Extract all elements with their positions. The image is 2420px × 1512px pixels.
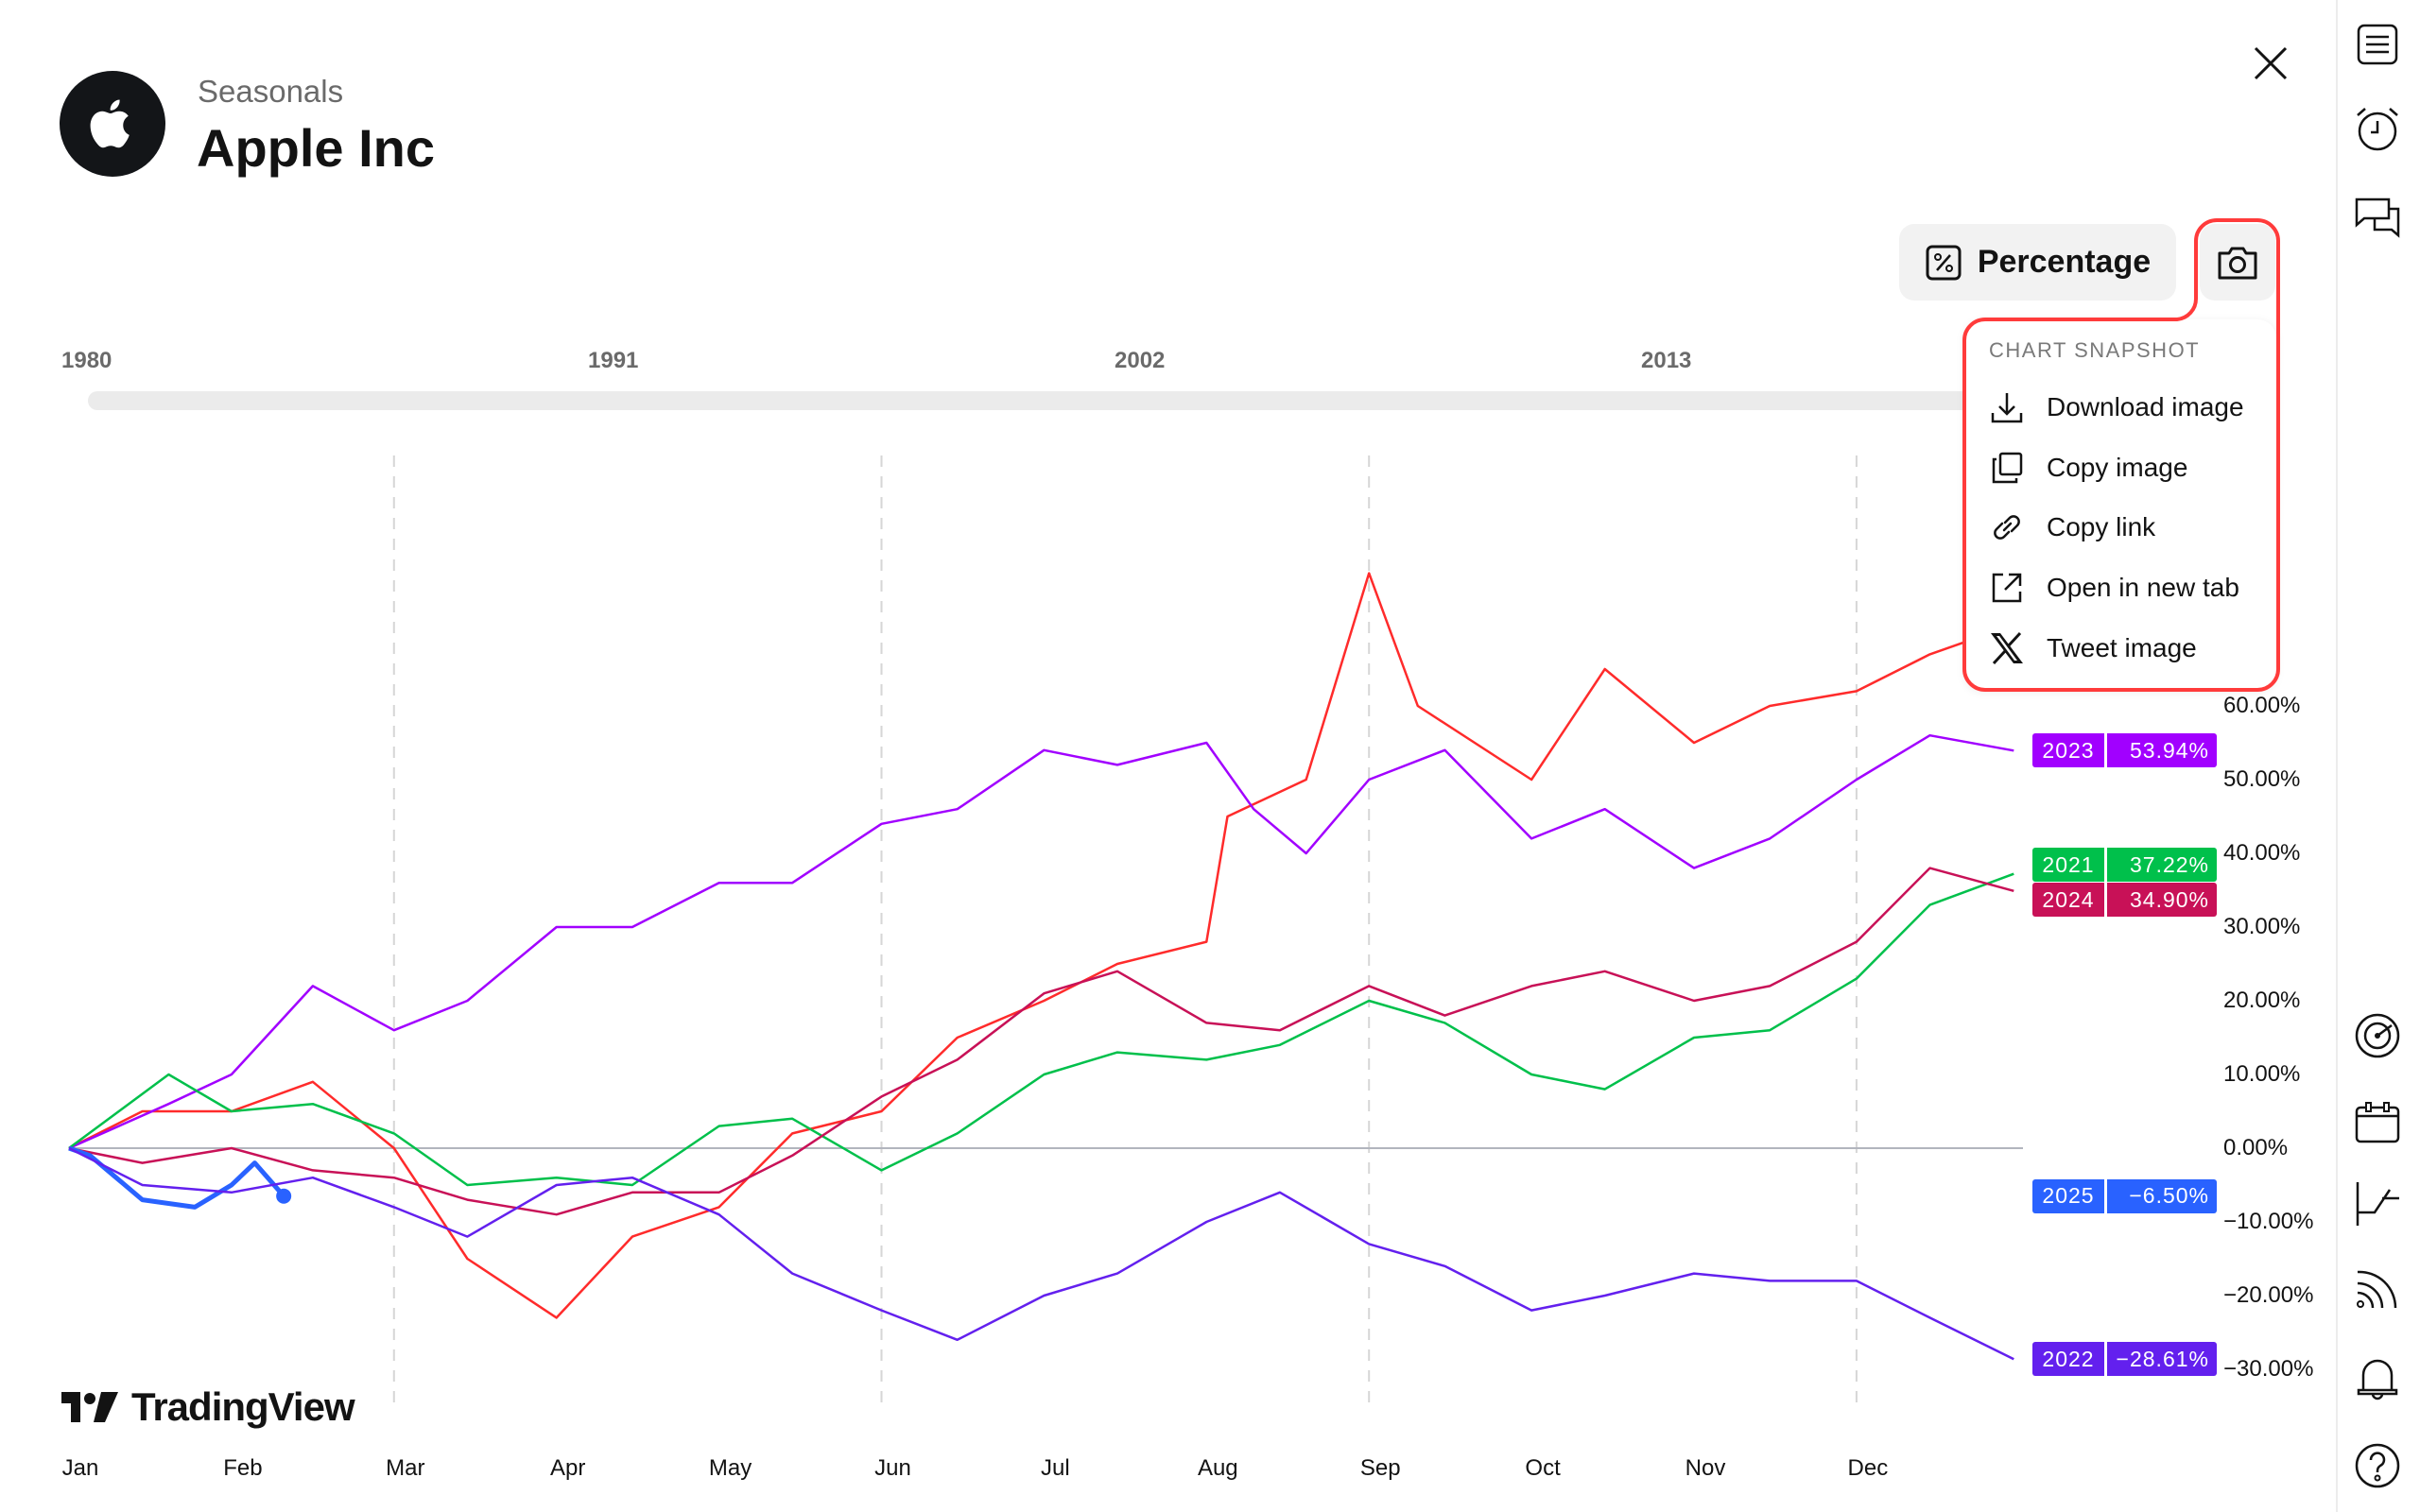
x-tick-label: Nov [1685,1455,1726,1481]
chart-snapshot-menu: CHART SNAPSHOT Download image Copy image… [1964,319,2276,690]
apple-logo [60,71,165,177]
calendar-button[interactable] [2354,1100,2401,1147]
menu-item-label: Tweet image [2047,633,2197,662]
menu-item-label: Copy link [2047,512,2156,541]
y-tick-label: −30.00% [2223,1356,2314,1382]
x-logo-icon [1988,629,2026,667]
x-tick-label: Oct [1525,1455,1561,1481]
timeline-year: 1980 [61,348,112,373]
external-link-icon [1988,569,2026,607]
menu-item-copy-link[interactable]: Copy link [1964,499,2276,556]
series-badge-2021: 2021 37.22% [2032,848,2217,883]
tradingview-logo-icon [61,1392,118,1422]
menu-heading: CHART SNAPSHOT [1989,338,2201,362]
alarm-clock-icon [2357,108,2398,151]
x-tick-label: Jun [874,1455,911,1481]
y-tick-label: 10.00% [2223,1061,2301,1087]
seasonals-chart [68,455,2023,1412]
menu-item-copy-image[interactable]: Copy image [1964,439,2276,496]
chat-button[interactable] [2354,196,2401,243]
series-badge-2025: 2025 −6.50% [2032,1178,2217,1213]
badge-value: 34.90% [2107,883,2217,918]
y-tick-label: 30.00% [2223,914,2301,939]
x-tick-label: Dec [1847,1455,1889,1481]
menu-item-label: Download image [2047,392,2244,421]
badge-value: −28.61% [2107,1342,2217,1377]
copy-icon [1988,449,2026,487]
tradingview-wordmark: TradingView [131,1384,355,1429]
series-line-2025 [68,1145,286,1210]
x-tick-label: Jan [61,1455,99,1481]
badge-year: 2022 [2032,1342,2104,1377]
y-tick-label: 40.00% [2223,840,2301,866]
notifications-button[interactable] [2354,1354,2401,1401]
chart-pattern-button[interactable] [2354,1180,2401,1228]
broadcast-button[interactable] [2354,1266,2401,1314]
y-tick-label: 50.00% [2223,766,2301,792]
series-badge-2023: 2023 53.94% [2032,733,2217,768]
badge-year: 2021 [2032,848,2104,883]
alerts-clock-button[interactable] [2354,106,2401,153]
series-line-unlabeled [68,572,2014,1319]
radar-icon [2355,1013,2400,1058]
series-line-2023 [68,733,2014,1150]
y-tick-label: 20.00% [2223,988,2301,1013]
timeline-year: 2002 [1115,348,1166,373]
calendar-icon [2355,1102,2400,1143]
sidebar-divider [2336,0,2338,1512]
series-line-2024 [68,867,2014,1216]
series-line-2021 [68,872,2014,1187]
current-point [276,1188,292,1204]
menu-item-label: Open in new tab [2047,573,2239,602]
menu-item-label: Copy image [2047,453,2188,482]
y-tick-label: −10.00% [2223,1209,2314,1234]
chat-icon [2355,198,2400,238]
badge-value: 37.22% [2107,848,2217,883]
x-tick-label: Mar [386,1455,425,1481]
badge-year: 2025 [2032,1178,2104,1213]
help-button[interactable] [2354,1442,2401,1489]
series-badge-2022: 2022 −28.61% [2032,1342,2217,1377]
timeline-scrollbar[interactable] [88,391,1979,410]
page-subtitle: Seasonals [198,74,344,109]
y-tick-label: −20.00% [2223,1282,2314,1308]
badge-value: 53.94% [2107,733,2217,768]
menu-item-open-in-new-tab[interactable]: Open in new tab [1964,559,2276,616]
series-badge-2024: 2024 34.90% [2032,883,2217,918]
page-title: Apple Inc [197,118,436,178]
broadcast-icon [2357,1270,2397,1309]
y-tick-label: 0.00% [2223,1135,2289,1160]
menu-item-download-image[interactable]: Download image [1964,379,2276,436]
radar-button[interactable] [2354,1012,2401,1059]
download-icon [1988,388,2026,426]
x-tick-label: Feb [223,1455,263,1481]
watchlist-icon [2357,24,2398,65]
close-button[interactable] [2250,43,2291,84]
tradingview-logo: TradingView [61,1384,355,1430]
series-line-2022 [68,1146,2014,1361]
x-tick-label: Aug [1197,1455,1238,1481]
watchlist-button[interactable] [2354,21,2401,68]
bell-icon [2357,1359,2398,1400]
percent-icon [1926,245,1962,280]
link-icon [1988,508,2026,546]
badge-value: −6.50% [2107,1178,2217,1213]
menu-item-tweet-image[interactable]: Tweet image [1964,620,2276,677]
close-icon [2254,46,2288,80]
timeline-year: 2013 [1641,348,1692,373]
y-tick-label: 60.00% [2223,693,2301,718]
chart-pattern-icon [2356,1182,2399,1226]
x-tick-label: Apr [550,1455,586,1481]
badge-year: 2023 [2032,733,2104,768]
timeline-year: 1991 [588,348,639,373]
x-tick-label: May [708,1455,752,1481]
badge-year: 2024 [2032,883,2104,918]
help-icon [2355,1443,2400,1488]
x-tick-label: Jul [1041,1455,1070,1481]
x-tick-label: Sep [1359,1455,1401,1481]
